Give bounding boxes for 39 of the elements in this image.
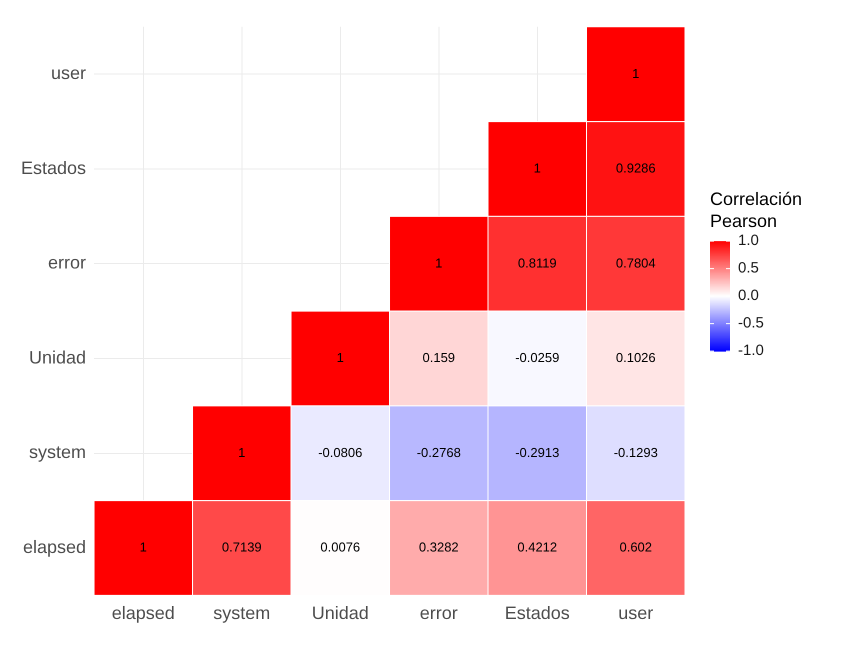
y-tick-label: user [51, 63, 86, 84]
color-bar-label: -0.5 [738, 314, 764, 332]
data-label: 0.7804 [616, 255, 656, 270]
data-label: 1 [534, 160, 541, 176]
data-label: 0.0076 [320, 540, 360, 555]
y-tick-label: system [29, 442, 86, 462]
x-tick-label: system [213, 603, 270, 624]
data-label: 0.4212 [517, 540, 558, 555]
x-tick-label: Unidad [312, 603, 369, 624]
color-bar-label: 1.0 [738, 232, 759, 250]
y-tick-label: Estados [20, 158, 86, 178]
x-tick-label: user [618, 603, 654, 624]
data-label: 1 [435, 255, 442, 270]
color-bar-label: -1.0 [738, 342, 764, 360]
x-tick-label: Estados [504, 603, 570, 624]
color-bar-label: 0.5 [738, 260, 759, 277]
y-tick-label: Unidad [28, 347, 86, 368]
data-label: 1 [238, 444, 246, 460]
data-label: 0.159 [422, 350, 456, 366]
y-tick-label: error [48, 252, 86, 273]
data-label: 0.8119 [518, 255, 557, 270]
x-tick-label: error [420, 603, 458, 624]
x-tick-label: elapsed [112, 603, 175, 624]
data-label: 0.3282 [418, 540, 459, 555]
data-label: 0.9286 [616, 160, 656, 176]
data-label: 0.602 [619, 540, 652, 555]
data-label: -0.2768 [416, 444, 461, 460]
legend-title: Correlación Pearson [710, 189, 802, 232]
data-label: 0.7139 [222, 540, 262, 555]
data-label: 1 [632, 66, 640, 81]
data-label: -0.1293 [614, 444, 658, 460]
data-label: -0.2913 [515, 444, 560, 460]
data-label: -0.0259 [515, 350, 560, 366]
data-label: 1 [140, 540, 147, 555]
y-tick-label: elapsed [22, 536, 86, 557]
data-label: 1 [336, 350, 344, 366]
data-label: 0.1026 [616, 350, 656, 366]
data-label: -0.0806 [318, 444, 362, 460]
color-bar-label: 0.0 [738, 287, 759, 304]
